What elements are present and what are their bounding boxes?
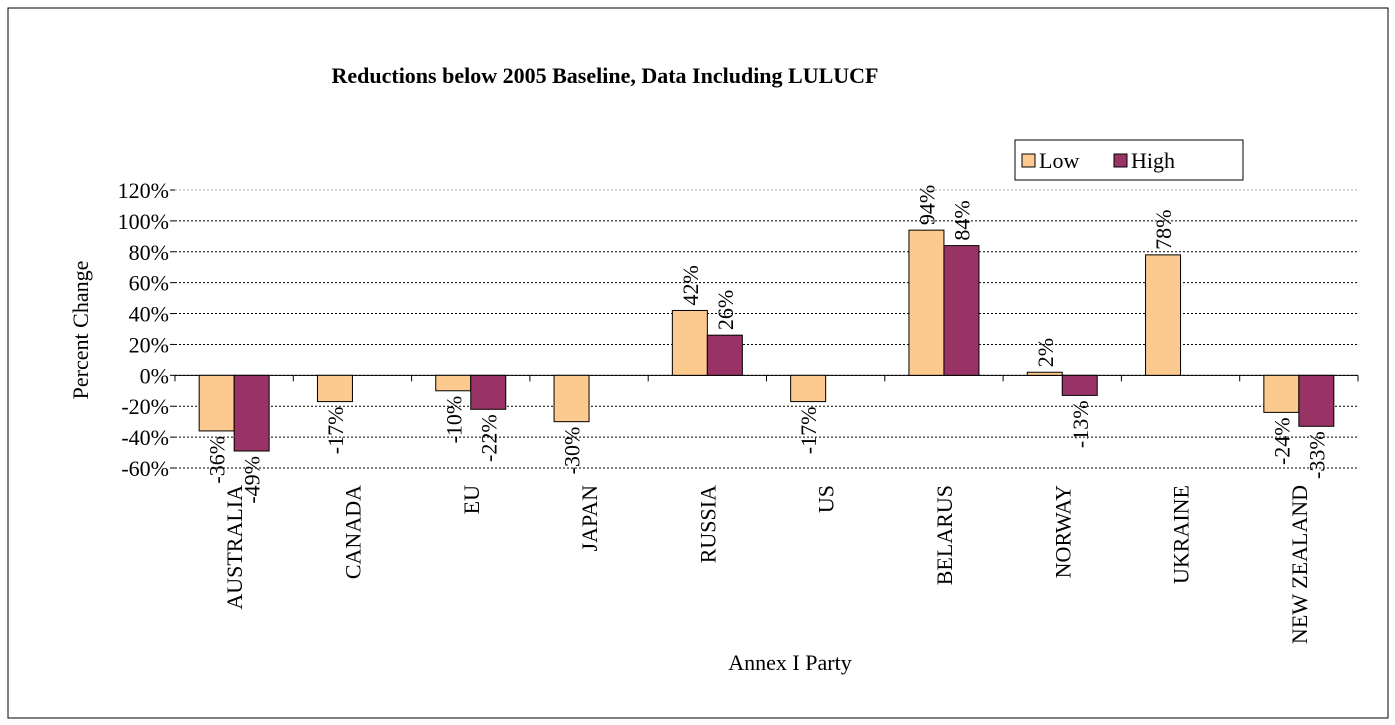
bar: [1298, 374, 1335, 427]
bar: [198, 374, 235, 432]
bar: [1263, 374, 1300, 413]
bar: [706, 334, 743, 376]
bar: [470, 374, 507, 410]
data-label: 2%: [1033, 338, 1058, 367]
y-tick-label: 120%: [118, 178, 169, 203]
bar: [1026, 371, 1063, 376]
bar: [671, 309, 708, 376]
bar: [233, 374, 270, 452]
y-tick-label: 80%: [129, 240, 169, 265]
y-tick-label: -20%: [121, 394, 169, 419]
y-tick-label: -60%: [121, 456, 169, 481]
x-tick-label: US: [814, 485, 839, 513]
legend-swatch: [1021, 153, 1036, 168]
data-label: 94%: [914, 185, 939, 225]
x-tick-label: RUSSIA: [695, 485, 720, 563]
data-label: -36%: [205, 436, 230, 484]
data-label: 84%: [949, 200, 974, 240]
bar: [943, 245, 980, 376]
data-label: 42%: [678, 265, 703, 305]
data-label: -10%: [441, 396, 466, 444]
x-axis-label: Annex I Party: [728, 650, 851, 675]
y-tick-label: 0%: [140, 363, 169, 388]
legend-label: Low: [1039, 148, 1079, 173]
legend-box: [1014, 139, 1244, 181]
data-label: 26%: [713, 290, 738, 330]
data-label: -30%: [560, 427, 585, 475]
data-label: -17%: [796, 407, 821, 455]
bar: [553, 374, 590, 423]
x-tick-label: JAPAN: [577, 485, 602, 552]
y-tick-label: -40%: [121, 425, 169, 450]
data-label: -17%: [323, 407, 348, 455]
y-tick-label: 100%: [118, 209, 169, 234]
x-tick-label: NEW ZEALAND: [1287, 485, 1312, 644]
legend-swatch: [1113, 153, 1128, 168]
x-tick-label: EU: [459, 485, 484, 514]
bar: [1061, 374, 1098, 396]
x-tick-label: CANADA: [340, 485, 365, 579]
data-label: -13%: [1068, 400, 1093, 448]
bar: [908, 229, 945, 376]
data-label: -49%: [240, 456, 265, 504]
data-label: 78%: [1151, 210, 1176, 250]
x-tick-label: UKRAINE: [1169, 485, 1194, 584]
bar: [435, 374, 472, 392]
y-tick-label: 40%: [129, 302, 169, 327]
y-tick-label: 20%: [129, 332, 169, 357]
bar: [790, 374, 827, 403]
chart-title: Reductions below 2005 Baseline, Data Inc…: [331, 63, 878, 88]
x-tick-label: AUSTRALIA: [222, 485, 247, 610]
x-tick-label: NORWAY: [1050, 485, 1075, 578]
y-axis-label: Percent Change: [68, 261, 93, 400]
data-label: -33%: [1304, 431, 1329, 479]
bar: [1145, 254, 1182, 376]
bar: [316, 374, 353, 403]
data-label: -22%: [476, 414, 501, 462]
x-tick-label: BELARUS: [932, 485, 957, 585]
data-label: -24%: [1269, 417, 1294, 465]
y-tick-label: 60%: [129, 271, 169, 296]
legend-label: High: [1131, 148, 1175, 173]
